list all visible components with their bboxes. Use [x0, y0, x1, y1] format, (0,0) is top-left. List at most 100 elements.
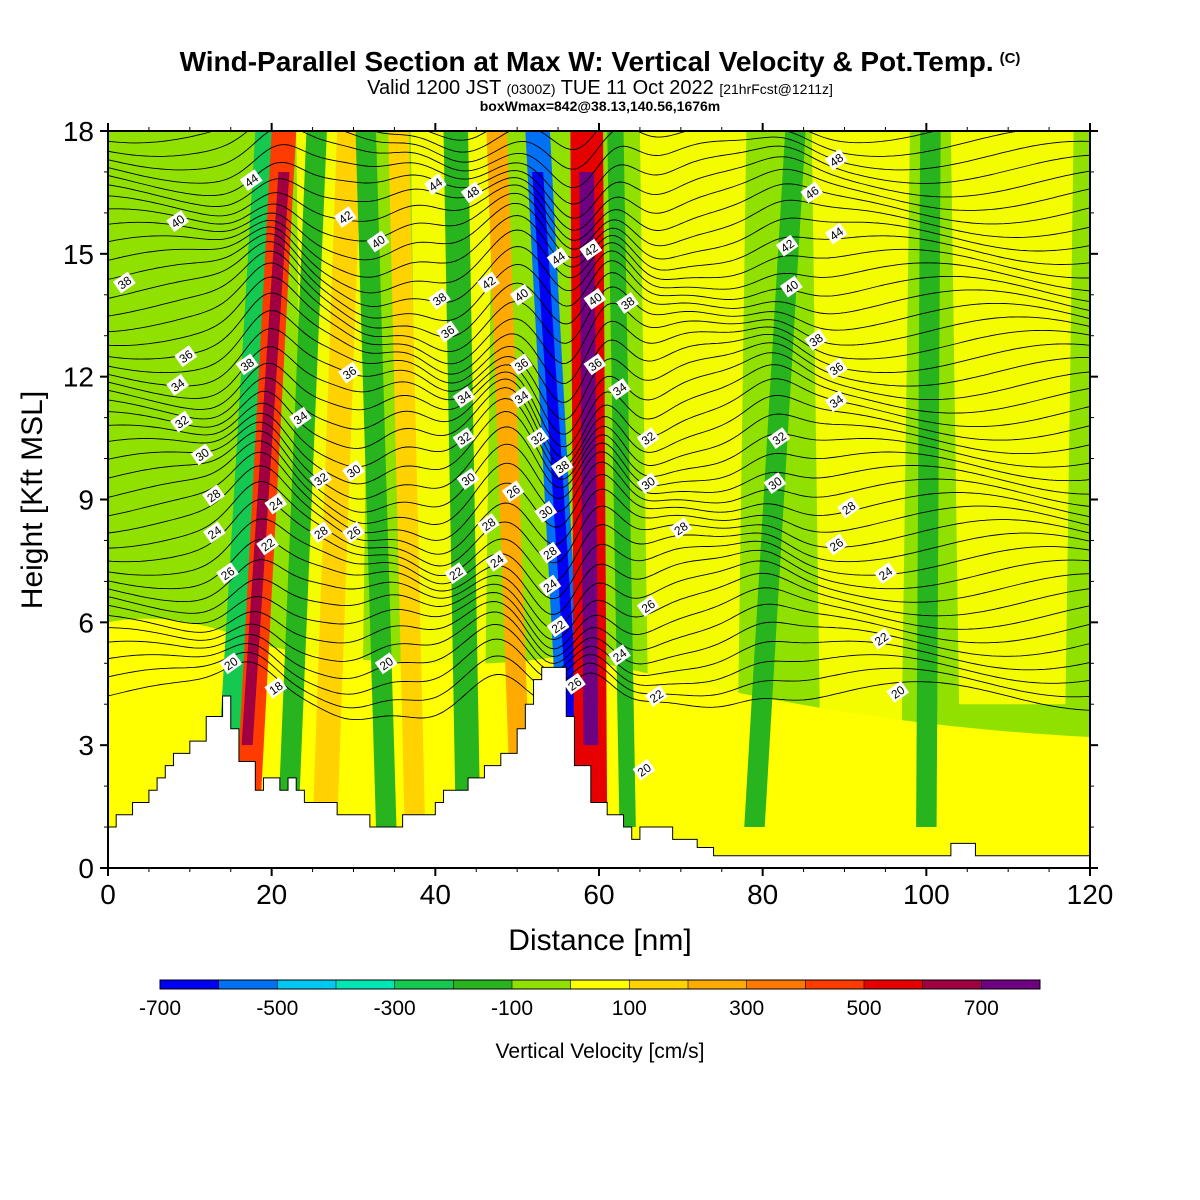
theta-contour	[108, 131, 1090, 189]
contour-label-10: 26	[216, 562, 239, 585]
theta-contour	[108, 310, 1090, 403]
theta-contour	[108, 131, 1022, 170]
colorbar-swatch	[688, 980, 748, 989]
theta-contour	[108, 398, 1090, 473]
colorbar-swatch	[629, 980, 689, 989]
colorbar-tick-label: -500	[256, 997, 298, 1020]
contour-label-45: 32	[526, 427, 549, 449]
contour-label-72: 22	[869, 627, 893, 650]
theta-contour	[108, 430, 1090, 513]
w-band-core-8	[532, 171, 580, 746]
contour-label-7: 30	[190, 443, 214, 466]
colorbar-swatch	[570, 980, 630, 989]
theta-contour	[108, 601, 1090, 658]
w-band-2	[277, 131, 327, 828]
theta-contour	[108, 440, 1090, 525]
theta-contour	[108, 377, 1090, 458]
theta-contour	[108, 183, 1090, 241]
x-tick-label: 100	[903, 879, 950, 910]
contour-label-18: 34	[288, 406, 312, 429]
contour-label-62: 44	[824, 222, 848, 245]
contour-label-73: 20	[886, 681, 910, 703]
contour-label-42: 38	[616, 292, 639, 314]
terrain	[107, 666, 1091, 869]
theta-contour	[108, 233, 1090, 307]
theta-contours	[108, 131, 1090, 721]
contour-label-4: 36	[174, 345, 198, 368]
contour-label-64: 38	[804, 328, 828, 351]
y-tick-label: 6	[78, 607, 94, 638]
contour-label-30: 36	[509, 353, 533, 376]
contour-label-61: 42	[775, 234, 799, 257]
contour-label-26: 38	[428, 288, 451, 310]
contour-label-12: 18	[264, 676, 288, 699]
contour-label-53: 22	[644, 685, 668, 707]
w-band-core-1	[241, 171, 290, 746]
contour-label-15: 42	[333, 206, 357, 228]
w-band-5	[388, 131, 426, 828]
box-info: boxWmax=842@38.13,140.56,1676m	[479, 98, 721, 114]
contour-label-19: 32	[309, 468, 333, 490]
contour-label-58: 28	[669, 517, 693, 540]
theta-contour	[108, 362, 1090, 448]
contour-label-27: 36	[436, 320, 459, 343]
colorbar-tick-label: 700	[964, 997, 999, 1020]
contour-label-3: 38	[235, 353, 259, 376]
w-band-core-9	[579, 171, 599, 746]
colorbar-swatch	[864, 980, 924, 989]
contour-label-24: 44	[423, 173, 447, 196]
x-tick-label: 40	[420, 879, 451, 910]
contour-label-11: 20	[219, 652, 243, 675]
contour-label-48: 28	[538, 541, 562, 564]
copyright-mark: (C)	[999, 50, 1021, 67]
theta-contour	[108, 292, 1090, 384]
theta-contour	[108, 465, 1090, 555]
colorbar-tick-label: -300	[374, 997, 416, 1020]
contour-label-14: 22	[256, 533, 279, 556]
colorbar-swatch	[160, 980, 220, 989]
colorbar-title: Vertical Velocity [cm/s]	[496, 1040, 705, 1063]
theta-contour	[108, 192, 1090, 250]
x-tick-label: 20	[256, 879, 287, 910]
contour-label-25: 48	[460, 181, 484, 204]
contour-label-47: 30	[534, 500, 558, 523]
contour-label-71: 24	[874, 562, 897, 585]
theta-contour	[108, 518, 1090, 600]
w-band-3	[312, 131, 362, 828]
contour-label-49: 24	[538, 574, 562, 597]
plot-area	[108, 131, 1090, 868]
theta-contour	[108, 215, 1090, 278]
theta-contour	[108, 276, 1090, 365]
x-tick-label: 80	[747, 879, 778, 910]
contour-label-37: 24	[485, 550, 509, 572]
updraft-region-3	[811, 131, 910, 725]
colorbar: -700 -500 -300 -100 100 300 500 700	[139, 979, 1041, 1020]
y-axis-label: Height [Kft MSL]	[16, 391, 49, 609]
contour-label-29: 40	[509, 283, 533, 306]
colorbar-swatch	[746, 980, 806, 989]
y-tick-label: 9	[78, 485, 94, 516]
contour-label-52: 24	[608, 644, 631, 666]
colorbar-swatch	[218, 980, 278, 989]
colorbar-tick-label: 300	[729, 997, 764, 1020]
contour-label-20: 30	[342, 459, 365, 482]
theta-contour	[108, 387, 1090, 466]
theta-contour	[108, 481, 1090, 567]
colorbar-swatch	[336, 980, 396, 989]
theta-contour	[108, 131, 938, 153]
theta-contour	[108, 421, 1090, 500]
contour-label-65: 36	[824, 357, 848, 380]
contour-label-38: 22	[444, 562, 468, 585]
theta-contour	[108, 156, 1090, 219]
colorbar-swatch	[277, 980, 337, 989]
contour-label-69: 28	[837, 496, 860, 519]
contour-label-67: 32	[767, 427, 791, 449]
theta-contour	[108, 559, 1090, 629]
chart-subtitle: Valid 1200 JST (0300Z) TUE 11 Oct 2022 […	[367, 77, 833, 99]
y-tick-label: 3	[78, 730, 94, 761]
theta-contour	[108, 411, 1090, 485]
contour-label-54: 26	[636, 595, 660, 617]
theta-contour	[108, 661, 1090, 721]
contour-label-39: 44	[546, 247, 570, 269]
